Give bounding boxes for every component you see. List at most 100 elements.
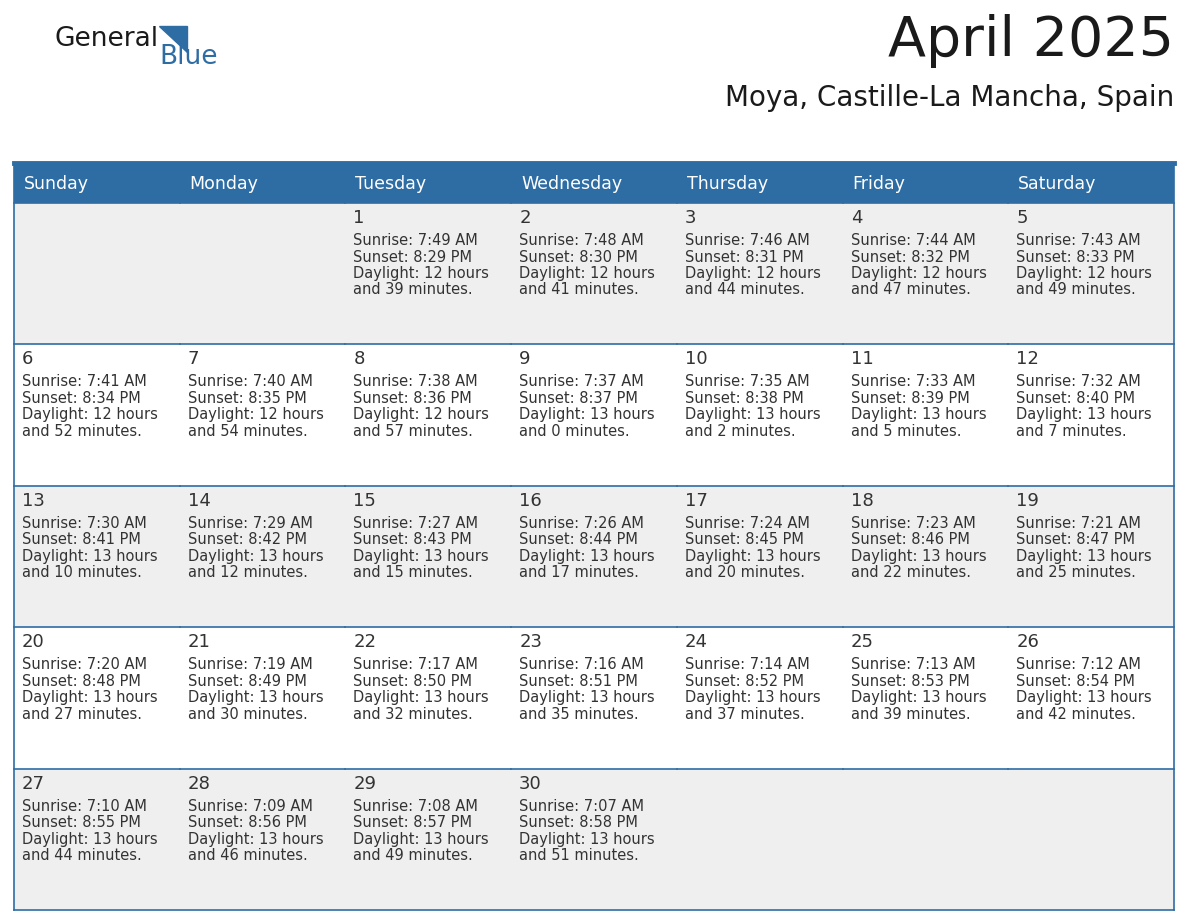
Text: Saturday: Saturday <box>1018 175 1097 193</box>
Text: 7: 7 <box>188 351 200 368</box>
Text: 25: 25 <box>851 633 873 651</box>
Text: and 39 minutes.: and 39 minutes. <box>851 707 971 722</box>
Text: Daylight: 12 hours: Daylight: 12 hours <box>684 266 821 281</box>
Text: 23: 23 <box>519 633 542 651</box>
Bar <box>842 165 1009 203</box>
Text: Sunset: 8:52 PM: Sunset: 8:52 PM <box>684 674 804 688</box>
Text: Sunset: 8:43 PM: Sunset: 8:43 PM <box>353 532 472 547</box>
Text: Moya, Castille-La Mancha, Spain: Moya, Castille-La Mancha, Spain <box>725 84 1174 112</box>
Text: April 2025: April 2025 <box>887 14 1174 68</box>
Text: Sunrise: 7:41 AM: Sunrise: 7:41 AM <box>23 375 147 389</box>
Text: and 37 minutes.: and 37 minutes. <box>684 707 804 722</box>
Text: and 47 minutes.: and 47 minutes. <box>851 283 971 297</box>
Bar <box>14 768 179 910</box>
Text: Sunrise: 7:37 AM: Sunrise: 7:37 AM <box>519 375 644 389</box>
Text: 12: 12 <box>1016 351 1040 368</box>
Text: 9: 9 <box>519 351 531 368</box>
Text: 27: 27 <box>23 775 45 792</box>
Text: and 57 minutes.: and 57 minutes. <box>353 424 473 439</box>
Text: Sunrise: 7:33 AM: Sunrise: 7:33 AM <box>851 375 975 389</box>
Text: Sunset: 8:51 PM: Sunset: 8:51 PM <box>519 674 638 688</box>
Bar <box>842 627 1009 768</box>
Text: Sunrise: 7:17 AM: Sunrise: 7:17 AM <box>353 657 479 672</box>
Text: Sunday: Sunday <box>24 175 89 193</box>
Text: Sunrise: 7:32 AM: Sunrise: 7:32 AM <box>1016 375 1140 389</box>
Bar <box>1009 486 1174 627</box>
Polygon shape <box>159 26 187 52</box>
Text: 10: 10 <box>684 351 708 368</box>
Text: Sunrise: 7:09 AM: Sunrise: 7:09 AM <box>188 799 312 813</box>
Text: Daylight: 13 hours: Daylight: 13 hours <box>353 832 489 846</box>
Text: 28: 28 <box>188 775 210 792</box>
Text: Sunrise: 7:43 AM: Sunrise: 7:43 AM <box>1016 233 1140 248</box>
Text: Sunset: 8:31 PM: Sunset: 8:31 PM <box>684 250 803 264</box>
Text: Sunset: 8:48 PM: Sunset: 8:48 PM <box>23 674 141 688</box>
Text: 19: 19 <box>1016 492 1040 509</box>
Bar <box>511 627 677 768</box>
Text: Daylight: 13 hours: Daylight: 13 hours <box>188 549 323 564</box>
Text: Daylight: 12 hours: Daylight: 12 hours <box>188 408 323 422</box>
Text: Sunrise: 7:48 AM: Sunrise: 7:48 AM <box>519 233 644 248</box>
Text: and 7 minutes.: and 7 minutes. <box>1016 424 1127 439</box>
Text: 2: 2 <box>519 209 531 227</box>
Text: 16: 16 <box>519 492 542 509</box>
Text: Sunset: 8:42 PM: Sunset: 8:42 PM <box>188 532 307 547</box>
Text: 15: 15 <box>353 492 377 509</box>
Text: Sunset: 8:58 PM: Sunset: 8:58 PM <box>519 815 638 830</box>
Bar <box>511 203 677 344</box>
Text: Sunrise: 7:20 AM: Sunrise: 7:20 AM <box>23 657 147 672</box>
Bar <box>14 627 179 768</box>
Bar <box>677 627 842 768</box>
Text: and 35 minutes.: and 35 minutes. <box>519 707 639 722</box>
Text: 3: 3 <box>684 209 696 227</box>
Bar <box>179 344 346 486</box>
Text: Sunrise: 7:14 AM: Sunrise: 7:14 AM <box>684 657 809 672</box>
Text: Daylight: 12 hours: Daylight: 12 hours <box>851 266 986 281</box>
Text: Sunset: 8:49 PM: Sunset: 8:49 PM <box>188 674 307 688</box>
Text: Daylight: 13 hours: Daylight: 13 hours <box>684 549 821 564</box>
Text: Daylight: 13 hours: Daylight: 13 hours <box>1016 690 1152 705</box>
Text: Sunrise: 7:29 AM: Sunrise: 7:29 AM <box>188 516 312 531</box>
Text: 4: 4 <box>851 209 862 227</box>
Text: and 52 minutes.: and 52 minutes. <box>23 424 141 439</box>
Text: Monday: Monday <box>190 175 259 193</box>
Bar <box>346 344 511 486</box>
Bar <box>1009 203 1174 344</box>
Bar <box>14 165 179 203</box>
Text: Daylight: 13 hours: Daylight: 13 hours <box>519 690 655 705</box>
Bar <box>346 768 511 910</box>
Text: Sunset: 8:36 PM: Sunset: 8:36 PM <box>353 391 472 406</box>
Text: and 32 minutes.: and 32 minutes. <box>353 707 473 722</box>
Text: Sunset: 8:30 PM: Sunset: 8:30 PM <box>519 250 638 264</box>
Text: 17: 17 <box>684 492 708 509</box>
Text: Sunset: 8:40 PM: Sunset: 8:40 PM <box>1016 391 1136 406</box>
Text: Sunset: 8:46 PM: Sunset: 8:46 PM <box>851 532 969 547</box>
Text: and 2 minutes.: and 2 minutes. <box>684 424 796 439</box>
Bar <box>842 768 1009 910</box>
Text: Sunrise: 7:21 AM: Sunrise: 7:21 AM <box>1016 516 1142 531</box>
Text: Daylight: 13 hours: Daylight: 13 hours <box>684 408 821 422</box>
Text: and 20 minutes.: and 20 minutes. <box>684 565 804 580</box>
Text: Sunrise: 7:46 AM: Sunrise: 7:46 AM <box>684 233 809 248</box>
Text: Friday: Friday <box>853 175 905 193</box>
Text: Sunset: 8:37 PM: Sunset: 8:37 PM <box>519 391 638 406</box>
Bar <box>179 768 346 910</box>
Bar <box>14 486 179 627</box>
Text: and 54 minutes.: and 54 minutes. <box>188 424 308 439</box>
Text: Sunset: 8:39 PM: Sunset: 8:39 PM <box>851 391 969 406</box>
Text: Sunset: 8:53 PM: Sunset: 8:53 PM <box>851 674 969 688</box>
Text: and 42 minutes.: and 42 minutes. <box>1016 707 1136 722</box>
Text: 6: 6 <box>23 351 33 368</box>
Bar <box>842 344 1009 486</box>
Text: and 22 minutes.: and 22 minutes. <box>851 565 971 580</box>
Text: and 39 minutes.: and 39 minutes. <box>353 283 473 297</box>
Text: Sunrise: 7:49 AM: Sunrise: 7:49 AM <box>353 233 479 248</box>
Text: Daylight: 13 hours: Daylight: 13 hours <box>851 690 986 705</box>
Text: Daylight: 13 hours: Daylight: 13 hours <box>1016 408 1152 422</box>
Text: Sunset: 8:33 PM: Sunset: 8:33 PM <box>1016 250 1135 264</box>
Text: Daylight: 13 hours: Daylight: 13 hours <box>188 690 323 705</box>
Bar <box>511 344 677 486</box>
Bar <box>842 203 1009 344</box>
Text: Sunset: 8:41 PM: Sunset: 8:41 PM <box>23 532 141 547</box>
Bar <box>1009 627 1174 768</box>
